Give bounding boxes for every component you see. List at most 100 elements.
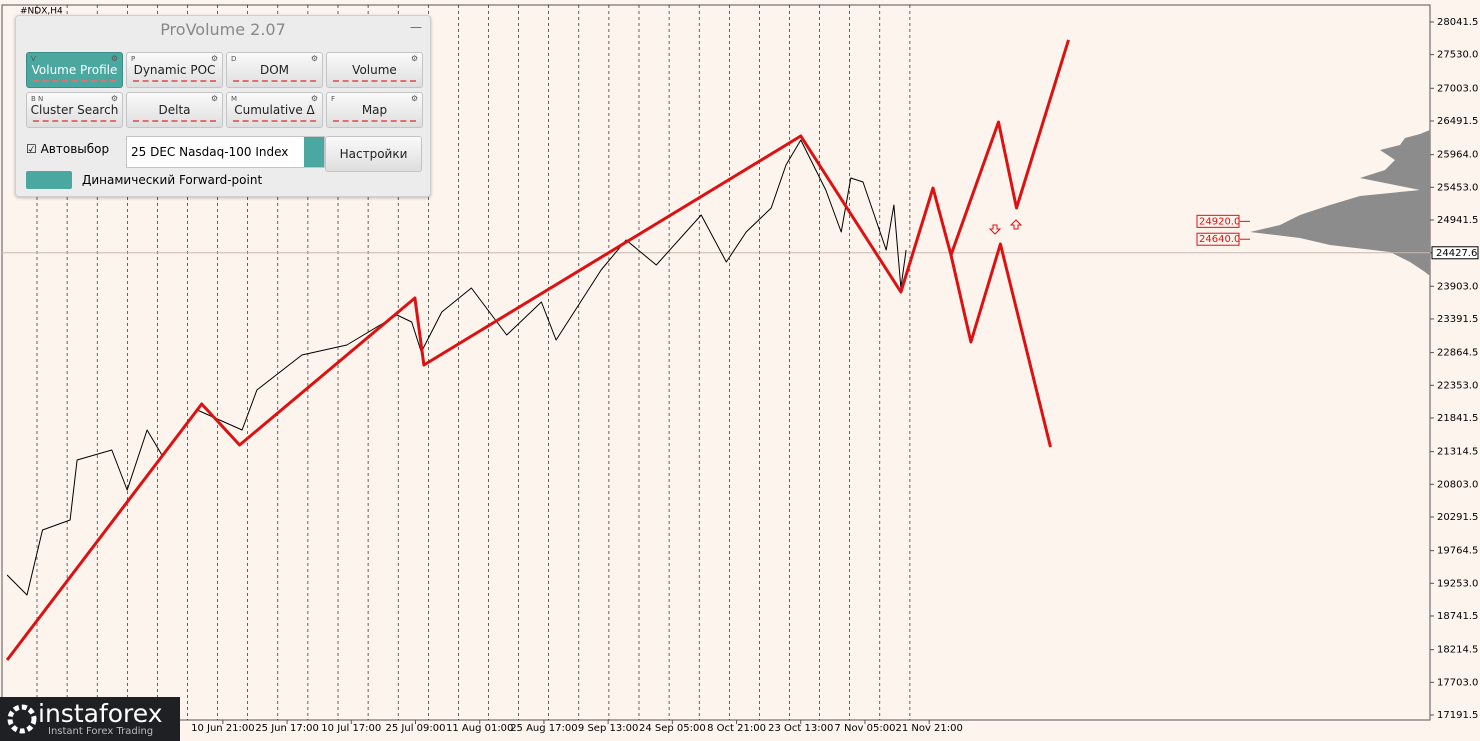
- indicator: [233, 120, 316, 123]
- minimize-button[interactable]: —: [410, 20, 422, 34]
- forward-label: Динамический Forward-point: [82, 173, 263, 187]
- current-price-label: 24427.6: [1436, 248, 1477, 259]
- panel-button[interactable]: Map F ⚙: [326, 92, 423, 128]
- settings-label: Настройки: [339, 147, 408, 161]
- x-tick-label: 25 Jun 17:00: [255, 723, 319, 734]
- gear: ⚙: [310, 54, 318, 63]
- y-tick-label: 19253.0: [1437, 578, 1478, 589]
- y-tick-label: 25453.0: [1437, 182, 1478, 193]
- indicator: [33, 80, 116, 83]
- x-tick-label: 24 Sep 05:00: [639, 723, 706, 734]
- button-label: Delta: [158, 103, 191, 117]
- settings-button[interactable]: Настройки: [325, 136, 422, 172]
- indicator: [233, 80, 316, 83]
- button-key: V: [31, 55, 36, 63]
- x-tick-label: 10 Jun 21:00: [191, 723, 255, 734]
- price-line: [6, 139, 907, 596]
- level-label: 24920.0: [1199, 216, 1240, 227]
- level-box: [1196, 232, 1240, 246]
- button-label: Cluster Search: [30, 103, 119, 117]
- gear: ⚙: [210, 54, 218, 63]
- autoselect-label: Автовыбор: [40, 142, 110, 156]
- indicator: [333, 80, 416, 83]
- x-tick-label: 9 Sep 13:00: [578, 723, 638, 734]
- y-tick-label: 21314.5: [1437, 447, 1478, 458]
- x-tick-label: 21 Nov 21:00: [895, 723, 962, 734]
- y-tick-label: 18214.5: [1437, 645, 1478, 656]
- y-tick-label: 22353.0: [1437, 380, 1478, 391]
- current-price-box: [1431, 246, 1479, 260]
- button-key: B N: [31, 95, 44, 103]
- panel-title: ProVolume 2.07: [160, 20, 286, 39]
- button-label: Volume Profile: [31, 63, 118, 77]
- y-tick-label: 19764.5: [1437, 546, 1478, 557]
- button-key: F: [331, 95, 336, 103]
- logo-icon: [7, 704, 37, 734]
- logo-tagline: Instant Forex Trading: [48, 726, 154, 737]
- level-label: 24640.0: [1199, 234, 1240, 245]
- button-key: D: [231, 55, 237, 63]
- panel-button[interactable]: Dynamic POC P ⚙: [126, 52, 223, 88]
- autoselect-checkbox[interactable]: ☑ Автовыбор: [26, 142, 110, 156]
- y-tick-label: 24941.5: [1437, 215, 1478, 226]
- button-key: M: [231, 95, 238, 103]
- symbol-label: #NDX,H4: [20, 7, 63, 17]
- gear: ⚙: [110, 94, 118, 103]
- panel-button[interactable]: Volume ⚙: [326, 52, 423, 88]
- gear: ⚙: [210, 94, 218, 103]
- panel-button[interactable]: DOM D ⚙: [226, 52, 323, 88]
- buy-arrow: [1009, 219, 1023, 230]
- button-key: P: [131, 55, 136, 63]
- gear: ⚙: [110, 54, 118, 63]
- y-tick-label: 21841.5: [1437, 413, 1478, 424]
- y-tick-label: 23391.5: [1437, 314, 1478, 325]
- instrument-text: 25 DEC Nasdaq-100 Index: [131, 145, 289, 159]
- level-box: [1196, 214, 1240, 228]
- y-tick-label: 20803.0: [1437, 479, 1478, 490]
- y-tick-label: 20291.5: [1437, 512, 1478, 523]
- y-tick-label: 17703.0: [1437, 677, 1478, 688]
- gear: ⚙: [410, 94, 418, 103]
- gear: ⚙: [410, 54, 418, 63]
- y-tick-label: 27530.0: [1437, 50, 1478, 61]
- gear: ⚙: [310, 94, 318, 103]
- y-tick-label: 26491.5: [1437, 116, 1478, 127]
- y-tick-label: 23903.0: [1437, 281, 1478, 292]
- spin[interactable]: [304, 137, 324, 167]
- plot-frame: [1, 4, 1431, 721]
- panel-button[interactable]: Cluster Search B N ⚙: [26, 92, 123, 128]
- indicator: [333, 120, 416, 123]
- button-label: DOM: [259, 63, 290, 77]
- indicator: [133, 80, 216, 83]
- provolume-panel: ProVolume 2.07 — Volume Profile V ⚙ Dynamic…: [15, 15, 431, 197]
- instrument-select[interactable]: 25 DEC Nasdaq-100 Index: [126, 136, 325, 168]
- logo-name: instaforex: [38, 699, 163, 728]
- y-tick-label: 25964.0: [1437, 150, 1478, 161]
- panel-button[interactable]: Cumulative Δ M ⚙: [226, 92, 323, 128]
- x-tick-label: 11 Aug 01:00: [446, 723, 513, 734]
- y-tick-label: 18741.5: [1437, 611, 1478, 622]
- volume-profile: [1250, 130, 1430, 276]
- button-label: Map: [361, 103, 388, 117]
- x-tick-label: 25 Jul 09:00: [386, 723, 446, 734]
- button-label: Cumulative Δ: [234, 103, 315, 117]
- x-tick-label: 7 Nov 05:00: [834, 723, 895, 734]
- x-tick-label: 8 Oct 21:00: [707, 723, 766, 734]
- x-tick-label: 23 Oct 13:00: [768, 723, 833, 734]
- panel-button[interactable]: Volume Profile V ⚙: [26, 52, 123, 88]
- indicator: [33, 120, 116, 123]
- panel-button[interactable]: Delta ⚙: [126, 92, 223, 128]
- price-line: [5, 39, 1070, 661]
- y-tick-label: 27003.0: [1437, 83, 1478, 94]
- x-tick-label: 10 Jul 17:00: [321, 723, 381, 734]
- y-tick-label: 22864.5: [1437, 348, 1478, 359]
- forward-toggle[interactable]: [26, 171, 72, 189]
- x-tick-label: 25 Aug 17:00: [510, 723, 577, 734]
- indicator: [133, 120, 216, 123]
- y-tick-label: 17191.5: [1437, 710, 1478, 721]
- y-tick-label: 28041.5: [1437, 17, 1478, 28]
- sell-arrow: [988, 224, 1002, 235]
- button-label: Volume: [352, 63, 397, 77]
- logo: instaforex Instant Forex Trading: [0, 697, 180, 741]
